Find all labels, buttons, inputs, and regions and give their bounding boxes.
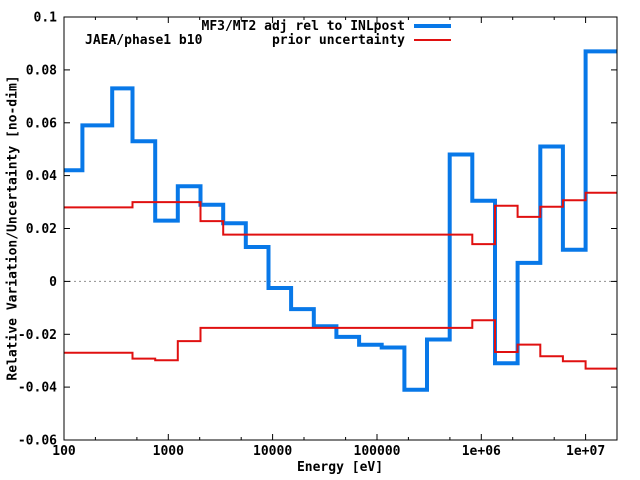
series-prior-lower-red: [64, 319, 617, 370]
y-tick-label: 0.06: [26, 116, 57, 131]
y-tick-label: -0.04: [18, 381, 57, 396]
legend-label-prior: prior uncertainty: [271, 32, 405, 48]
plot-annotation: JAEA/phase1 b10: [85, 33, 203, 48]
axis-border: [63, 16, 618, 441]
legend-item-adjusted: MF3/MT2 adj rel to INLpost: [201, 18, 451, 34]
y-tick-label: 0.1: [34, 11, 58, 26]
series-prior-upper-red: [64, 191, 617, 246]
y-tick-label: -0.02: [18, 328, 57, 343]
x-axis-title: Energy [eV]: [296, 460, 384, 475]
series-adjustment-blue: [64, 49, 617, 392]
x-tick-label: 100: [52, 444, 76, 459]
y-axis-title: Relative Variation/Uncertainty [no-dim]: [5, 75, 21, 381]
x-tick-label: 1e+07: [566, 444, 605, 459]
x-tick-label: 1e+06: [462, 444, 501, 459]
legend-item-prior: prior uncertainty: [202, 32, 451, 48]
legend-label-adjusted: MF3/MT2 adj rel to INLpost: [201, 18, 406, 34]
y-tick-label: 0.08: [26, 63, 57, 78]
legend: MF3/MT2 adj rel to INLpost prior uncerta…: [201, 18, 451, 48]
legend-line-sample-blue: [414, 24, 451, 28]
x-tick-label: 100000: [354, 444, 401, 459]
legend-line-sample-red: [414, 39, 451, 41]
y-tick-label: -0.06: [18, 434, 57, 449]
y-tick-label: 0: [49, 275, 57, 290]
y-tick-label: 0.02: [26, 222, 57, 237]
x-tick-label: 1000: [153, 444, 184, 459]
y-tick-label: 0.04: [26, 169, 57, 184]
x-tick-label: 10000: [253, 444, 292, 459]
